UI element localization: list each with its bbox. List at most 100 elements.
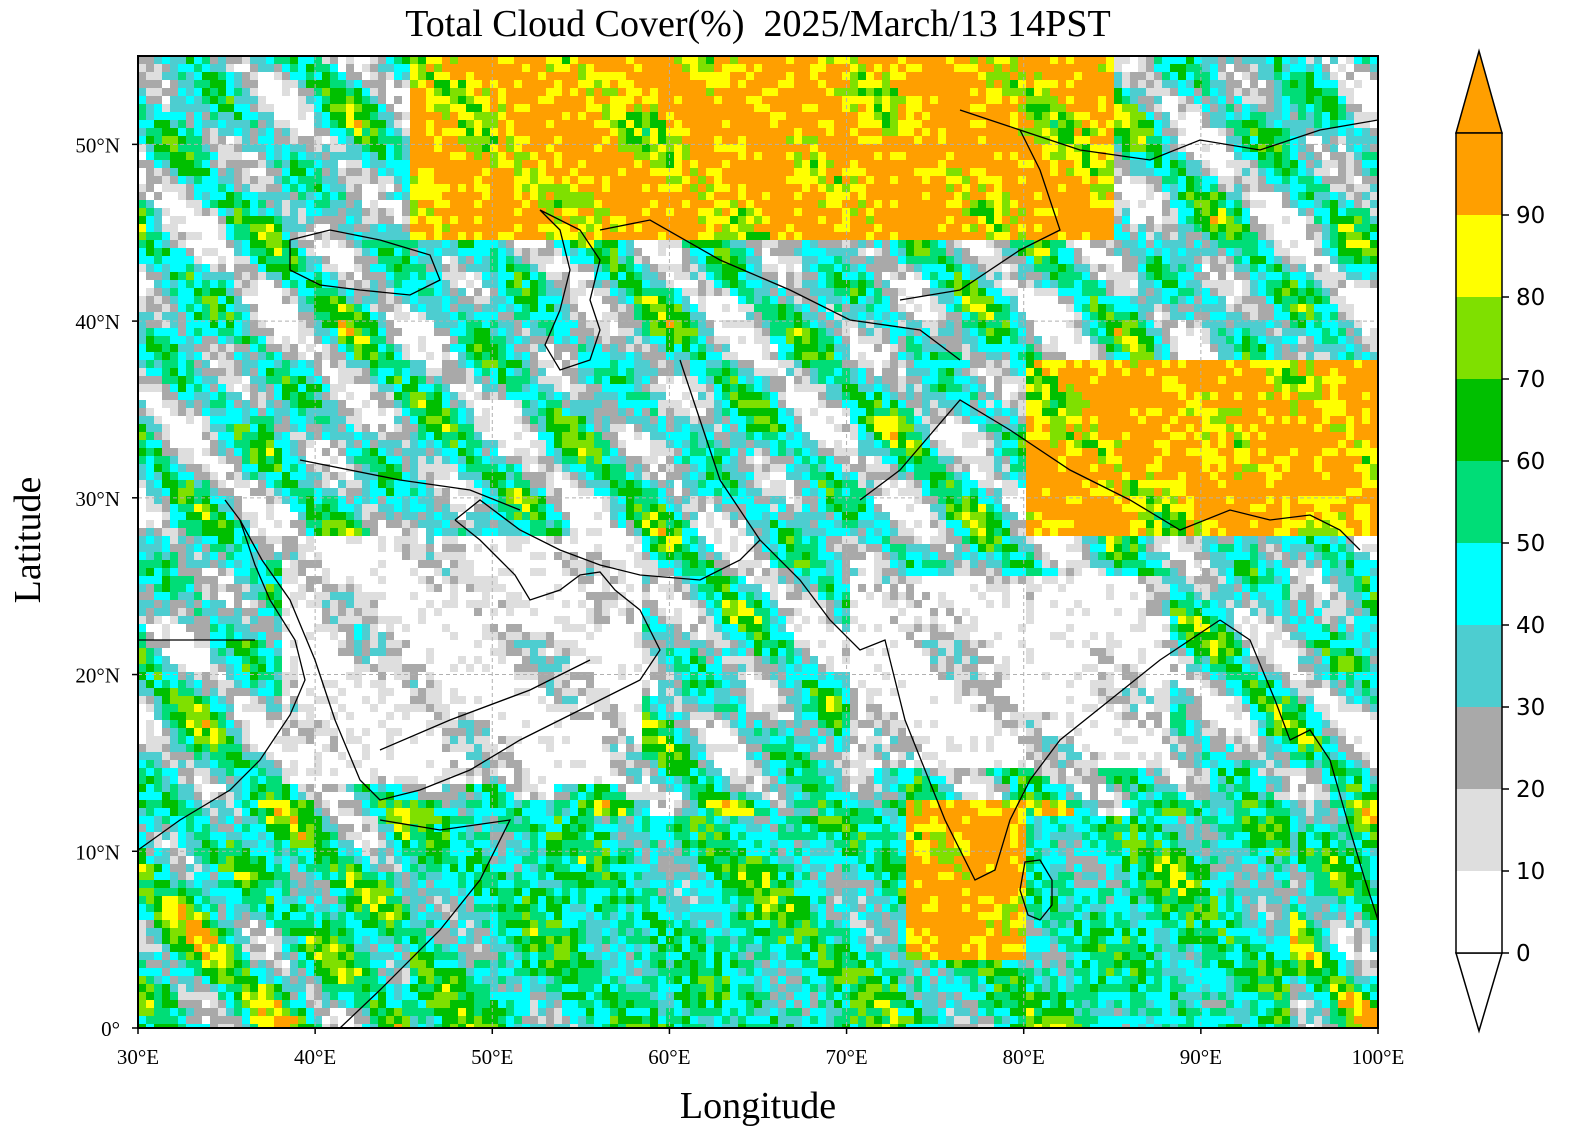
cloud-cell [146,744,154,752]
cloud-cell [498,104,506,112]
cloud-cell [210,632,218,640]
cloud-cell [434,944,442,952]
cloud-cell [330,744,338,752]
cloud-cell [186,480,194,488]
cloud-cell [170,528,178,536]
cloud-cell [234,128,242,136]
cloud-cell [186,368,194,376]
cloud-cell [378,64,386,72]
cloud-cell [330,488,338,496]
cloud-cell [218,104,226,112]
cloud-cell [362,160,370,168]
cloud-cell [282,280,290,288]
cloud-cell [466,560,474,568]
cloud-cell [426,136,434,144]
cloud-cell [210,328,218,336]
cloud-cell [170,264,178,272]
cloud-cell [474,224,482,232]
cloud-cell [490,1016,498,1024]
cloud-cell [402,664,410,672]
cloud-cell [210,592,218,600]
cloud-cell [250,600,258,608]
cloud-cell [202,616,210,624]
cloud-cell [210,344,218,352]
cloud-cell [226,128,234,136]
cloud-cell [410,592,418,600]
cloud-cell [242,112,250,120]
cloud-cell [378,680,386,688]
cloud-cell [258,912,266,920]
cloud-cell [226,88,234,96]
cloud-cell [450,928,458,936]
cloud-cell [450,1008,458,1016]
cloud-cell [354,240,362,248]
cloud-cell [154,568,162,576]
cloud-cell [266,776,274,784]
cloud-cell [170,384,178,392]
cloud-cell [450,272,458,280]
cloud-cell [474,600,482,608]
cloud-cell [290,488,298,496]
cloud-cell [274,568,282,576]
cloud-cell [394,824,402,832]
cloud-cell [298,728,306,736]
cloud-cell [466,360,474,368]
cloud-cell [522,456,530,464]
cloud-cell [362,296,370,304]
cloud-cell [442,160,450,168]
cloud-cell [250,592,258,600]
cloud-cell [306,840,314,848]
cloud-cell [170,592,178,600]
cloud-cell [290,408,298,416]
cloud-cell [402,144,410,152]
cloud-cell [378,392,386,400]
cloud-cell [426,1016,434,1024]
cloud-cell [138,872,146,880]
cloud-cell [490,240,498,248]
cloud-cell [266,408,274,416]
cloud-cell [330,784,338,792]
cloud-cell [290,392,298,400]
cloud-cell [498,520,506,528]
cloud-cell [146,184,154,192]
cloud-cell [410,888,418,896]
cloud-cell [210,792,218,800]
cloud-cell [506,168,514,176]
cloud-cell [298,880,306,888]
cloud-cell [370,624,378,632]
cloud-cell [410,496,418,504]
cloud-cell [170,472,178,480]
cloud-cell [394,912,402,920]
cloud-cell [234,800,242,808]
cloud-cell [330,632,338,640]
cloud-cell [386,616,394,624]
cloud-cell [426,520,434,528]
cloud-cell [418,616,426,624]
cloud-cell [210,1000,218,1008]
cloud-cell [138,96,146,104]
cloud-cell [354,472,362,480]
cloud-cell [194,816,202,824]
cloud-cell [498,800,506,808]
cloud-cell [162,328,170,336]
cloud-cell [474,376,482,384]
cloud-cell [186,296,194,304]
cloud-cell [458,408,466,416]
cloud-cell [426,1000,434,1008]
cloud-cell [322,264,330,272]
cloud-cell [330,496,338,504]
cloud-cell [234,496,242,504]
cloud-cell [234,664,242,672]
cloud-cell [194,1008,202,1016]
cloud-cell [338,648,346,656]
cloud-cell [466,64,474,72]
cloud-cell [442,728,450,736]
cloud-cell [274,520,282,528]
cloud-cell [354,192,362,200]
cloud-cell [354,944,362,952]
cloud-cell [322,344,330,352]
cloud-cell [426,272,434,280]
cloud-cell [202,408,210,416]
cloud-cell [306,520,314,528]
cloud-cell [450,544,458,552]
